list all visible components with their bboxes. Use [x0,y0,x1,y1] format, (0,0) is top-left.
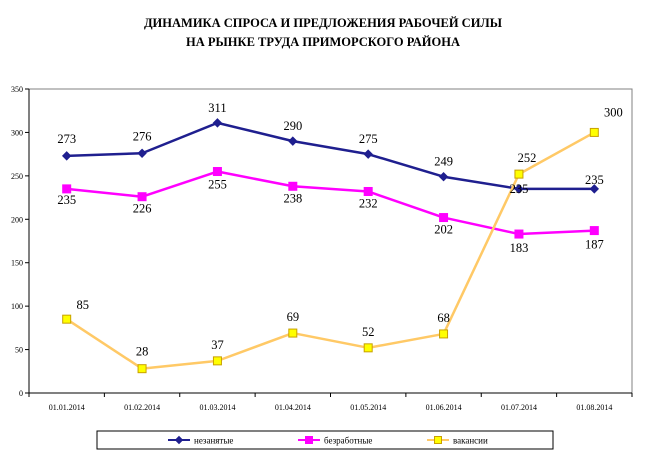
data-point [212,118,223,128]
axes: 0 50 100 150 200 250 300 350 01.01.2014 01.02.201… [11,85,633,412]
legend-marker [174,435,184,445]
data-point [137,364,147,374]
y-tick-label: 0 [19,389,23,398]
data-label: 226 [133,202,152,216]
data-label: 273 [57,132,76,146]
series-line [66,170,595,236]
data-label: 238 [283,191,302,205]
data-label: 300 [604,105,623,119]
series-line [66,121,595,191]
x-tick-label: 01.01.2014 [49,403,85,412]
data-point [363,149,373,159]
data-label: 276 [133,129,152,143]
chart-title-line-1: ДИНАМИКА СПРОСА И ПРЕДЛОЖЕНИЯ РАБОЧЕЙ СИ… [144,16,503,30]
x-tick-label: 01.03.2014 [199,403,235,412]
series-line [66,131,595,370]
y-tick-label: 100 [11,302,23,311]
data-point [288,328,298,338]
data-point [288,136,298,146]
data-labels: 273 276 311 290 275 249 235 235 235 226 255 238 232 2… [57,101,622,359]
series-2 [62,167,599,239]
y-tick-label: 200 [11,215,23,224]
data-point [514,169,524,179]
y-tick-label: 50 [15,346,23,355]
legend-marker [305,436,313,444]
data-label: 68 [437,311,450,325]
data-point [212,167,222,177]
data-point [137,192,147,202]
data-label: 37 [211,338,224,352]
x-tick-label: 01.08.2014 [576,403,612,412]
legend-item: безработные [298,436,372,446]
data-point [137,148,147,158]
legend-label: безработные [324,436,372,446]
series-1 [61,118,600,194]
legend-box [96,430,554,450]
data-label: 235 [585,173,604,187]
plot-area-border [28,88,633,394]
data-point [514,184,524,194]
data-point [589,226,599,236]
y-tick-label: 150 [11,259,23,268]
data-point [589,184,600,194]
data-point [62,184,72,194]
data-point [61,151,72,161]
data-point [212,356,222,366]
data-point [589,127,599,137]
x-tick-label: 01.07.2014 [501,403,537,412]
legend-label: вакансии [453,436,488,446]
x-tick-label: 01.05.2014 [350,403,386,412]
y-tick-label: 300 [11,128,23,137]
data-label: 290 [283,119,302,133]
legend-item: вакансии [427,436,488,446]
series-layer [61,118,600,374]
legend-marker [434,436,442,444]
legend-item: незанятые [168,436,233,446]
data-point [62,314,72,324]
data-label: 249 [434,155,453,169]
data-label: 235 [510,182,529,196]
data-label: 235 [57,193,76,207]
data-label: 69 [287,310,300,324]
y-tick-label: 350 [11,85,23,94]
x-tick-label: 01.04.2014 [275,403,311,412]
y-tick-label: 250 [11,172,23,181]
data-label: 85 [76,298,89,312]
data-point [363,343,373,353]
chart-title-line-2: НА РЫНКЕ ТРУДА ПРИМОРСКОГО РАЙОНА [186,35,460,49]
data-label: 311 [208,101,226,115]
x-tick-label: 01.02.2014 [124,403,160,412]
data-label: 275 [359,132,378,146]
data-label: 28 [136,345,149,359]
data-label: 255 [208,178,227,192]
data-label: 232 [359,196,378,210]
data-label: 52 [362,325,375,339]
data-point [363,186,373,196]
data-label: 187 [585,238,604,252]
x-tick-label: 01.06.2014 [426,403,462,412]
legend: незанятые безработные вакансии [96,430,554,450]
data-point [288,181,298,191]
data-point [439,329,449,339]
data-point [514,229,524,239]
data-point [438,172,449,182]
data-label: 202 [434,223,453,237]
data-label: 252 [518,151,537,165]
series-3 [62,127,599,374]
data-point [439,213,449,223]
data-label: 183 [510,241,529,255]
legend-label: незанятые [194,436,233,446]
